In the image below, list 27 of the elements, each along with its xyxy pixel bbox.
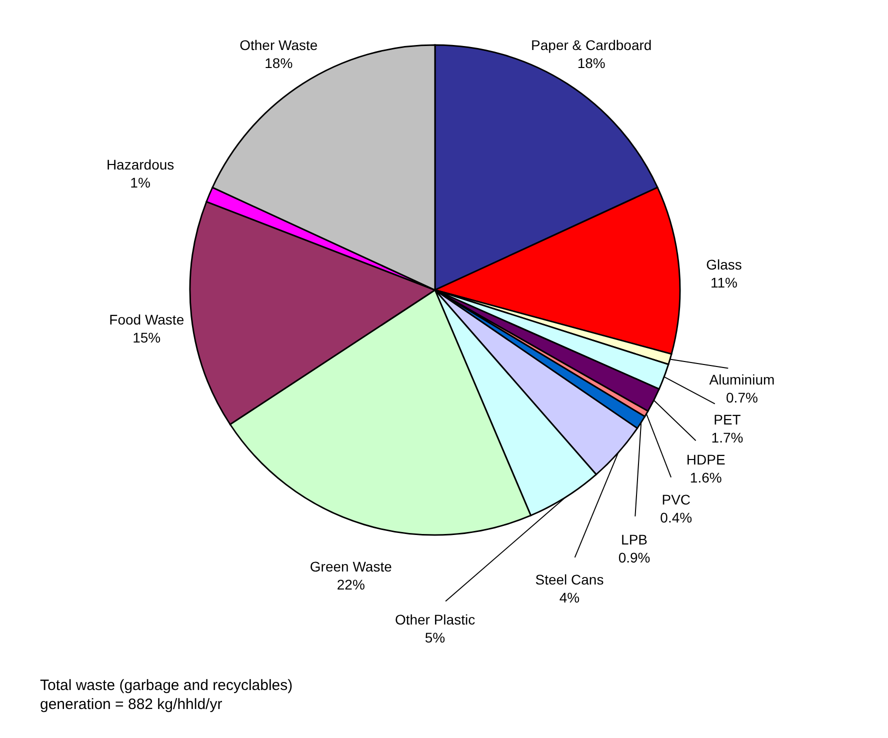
slice-label: Hazardous bbox=[106, 156, 174, 172]
slice-label: Other Waste bbox=[240, 36, 318, 53]
slice-label: Other Plastic bbox=[394, 611, 476, 628]
data-label: 15% bbox=[132, 330, 161, 346]
slice-label: Food Waste bbox=[109, 312, 184, 328]
data-label: 5% bbox=[424, 629, 446, 646]
slice-label: Paper & Cardboard bbox=[531, 36, 652, 53]
slice-label: Steel Cans bbox=[535, 571, 604, 588]
slice-label: PET bbox=[714, 411, 742, 428]
text: Total waste (garbage and recyclables) generation = 882 kg/hhld/yr bbox=[40, 677, 293, 713]
data-label: 18% bbox=[577, 54, 606, 71]
slice-label: Aluminium bbox=[709, 371, 775, 388]
data-label: 1.6% bbox=[690, 469, 722, 486]
data-label: 11% bbox=[710, 274, 738, 291]
data-label: 0.9% bbox=[618, 549, 650, 566]
data-label: 22% bbox=[336, 576, 365, 593]
data-label: 0.7% bbox=[726, 389, 758, 406]
slice-label: HDPE bbox=[686, 451, 726, 468]
data-label: 1% bbox=[130, 174, 150, 190]
slice-label: Glass bbox=[706, 256, 742, 273]
data-label: 1.7% bbox=[711, 429, 744, 446]
slice-label: LPB bbox=[621, 531, 648, 548]
data-label: 18% bbox=[264, 54, 293, 71]
data-label: 0.4% bbox=[660, 509, 692, 526]
data-label: 4% bbox=[559, 589, 580, 606]
slice-label: PVC bbox=[662, 491, 691, 508]
slice-label: Green Waste bbox=[310, 558, 392, 575]
